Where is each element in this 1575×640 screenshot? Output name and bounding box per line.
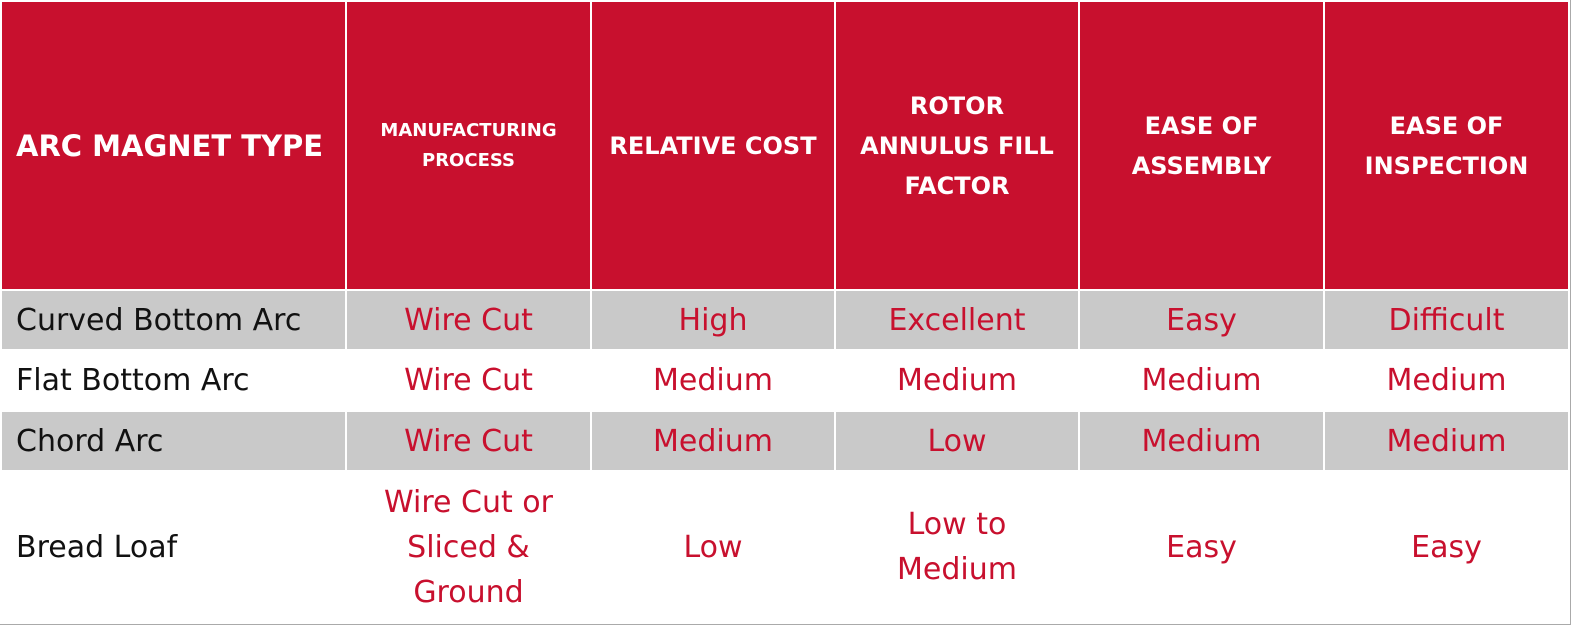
header-cell: RELATIVE COST <box>590 0 836 291</box>
table-cell: Medium <box>1323 410 1570 472</box>
table-cell: Wire Cut <box>345 289 592 351</box>
row-label: Curved Bottom Arc <box>0 289 347 351</box>
table-cell: Excellent <box>834 289 1080 351</box>
row-label: Chord Arc <box>0 410 347 472</box>
table-cell: Medium <box>1323 349 1570 412</box>
table-cell: Easy <box>1078 470 1325 624</box>
table-cell: Low to Medium <box>834 470 1080 624</box>
header-cell: EASE OF ASSEMBLY <box>1078 0 1325 291</box>
comparison-table: ARC MAGNET TYPE MANUFACTURING PROCESS RELA… <box>0 0 1571 625</box>
table-row: Bread Loaf Wire Cut or Sliced & Ground Low… <box>0 470 1570 624</box>
header-cell: ROTOR ANNULUS FILL FACTOR <box>834 0 1080 291</box>
header-cell: EASE OF INSPECTION <box>1323 0 1570 291</box>
header-cell: ARC MAGNET TYPE <box>0 0 347 291</box>
table-cell: Wire Cut <box>345 410 592 472</box>
table-cell: Low <box>834 410 1080 472</box>
table-cell: Medium <box>590 410 836 472</box>
table-cell: Easy <box>1323 470 1570 624</box>
table-cell: Wire Cut or Sliced & Ground <box>345 470 592 624</box>
table-cell: Medium <box>1078 410 1325 472</box>
table-header: ARC MAGNET TYPE MANUFACTURING PROCESS RELA… <box>0 0 1570 291</box>
table-row: Flat Bottom Arc Wire Cut Medium Medium Mediu… <box>0 349 1570 412</box>
table-cell: Low <box>590 470 836 624</box>
row-label: Bread Loaf <box>0 470 347 624</box>
table-body: Curved Bottom Arc Wire Cut High Excellent Ea… <box>0 289 1570 624</box>
table-cell: High <box>590 289 836 351</box>
header-row: ARC MAGNET TYPE MANUFACTURING PROCESS RELA… <box>0 0 1570 291</box>
table-row: Chord Arc Wire Cut Medium Low Medium Medium <box>0 410 1570 472</box>
table-cell: Easy <box>1078 289 1325 351</box>
table-cell: Medium <box>590 349 836 412</box>
header-cell: MANUFACTURING PROCESS <box>345 0 592 291</box>
table-cell: Wire Cut <box>345 349 592 412</box>
row-label: Flat Bottom Arc <box>0 349 347 412</box>
table-row: Curved Bottom Arc Wire Cut High Excellent Ea… <box>0 289 1570 351</box>
table-cell: Medium <box>834 349 1080 412</box>
table-cell: Medium <box>1078 349 1325 412</box>
table-cell: Difficult <box>1323 289 1570 351</box>
